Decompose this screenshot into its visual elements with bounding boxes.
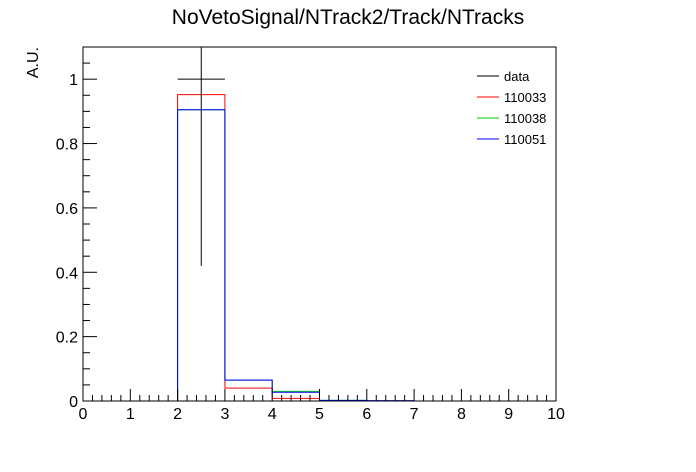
x-tick-label: 4: [268, 406, 277, 423]
series-110051: [83, 109, 556, 402]
y-tick-label: 0: [69, 394, 78, 411]
y-tick-label: 0.8: [56, 137, 78, 154]
legend-entry-data: data: [477, 69, 530, 84]
x-tick-label: 3: [220, 406, 229, 423]
x-tick-label: 2: [173, 406, 182, 423]
axes: 0 1 2 3 4 5 6 7 8 9 10 0 0.2 0.4 0.6 0.8 1: [56, 46, 565, 423]
x-tick-label: 10: [547, 406, 565, 423]
bin-110038-3: [225, 380, 272, 401]
step-line-110051: [83, 109, 556, 402]
y-tick-label: 0.6: [56, 201, 78, 218]
legend-entry-110033: 110033: [477, 90, 546, 105]
x-tick-label: 0: [79, 406, 88, 423]
histogram-series: [83, 94, 556, 402]
legend-entry-110038: 110038: [477, 111, 546, 126]
y-tick-label: 0.4: [56, 265, 78, 282]
legend-label: data: [504, 69, 530, 84]
series-110033: [83, 94, 556, 402]
chart-title: NoVetoSignal/NTrack2/Track/NTracks: [172, 6, 524, 29]
step-line-110033: [83, 94, 556, 402]
y-tick-label: 1: [69, 72, 78, 89]
y-axis-label: A.U.: [25, 47, 42, 78]
legend-label: 110038: [504, 111, 546, 126]
series-110038: [83, 109, 556, 402]
data-point: [177, 47, 225, 266]
x-tick-label: 7: [410, 406, 419, 423]
legend-label: 110051: [504, 132, 546, 147]
x-tick-label: 9: [504, 406, 513, 423]
data-points: [177, 47, 225, 266]
legend-entry-110051: 110051: [477, 132, 546, 147]
x-tick-label: 1: [126, 406, 135, 423]
legend-label: 110033: [504, 90, 546, 105]
legend: data 110033 110038 110051: [477, 69, 546, 147]
bin-110051-4: [272, 392, 319, 401]
x-tick-label: 8: [457, 406, 466, 423]
plot-frame: [82, 46, 557, 402]
x-tick-label: 6: [362, 406, 371, 423]
bin-110033-3: [225, 388, 272, 401]
x-tick-label: 5: [315, 406, 324, 423]
y-tick-label: 0.2: [56, 330, 78, 347]
bin-110051-3: [225, 380, 272, 401]
step-line-110038: [83, 109, 556, 402]
